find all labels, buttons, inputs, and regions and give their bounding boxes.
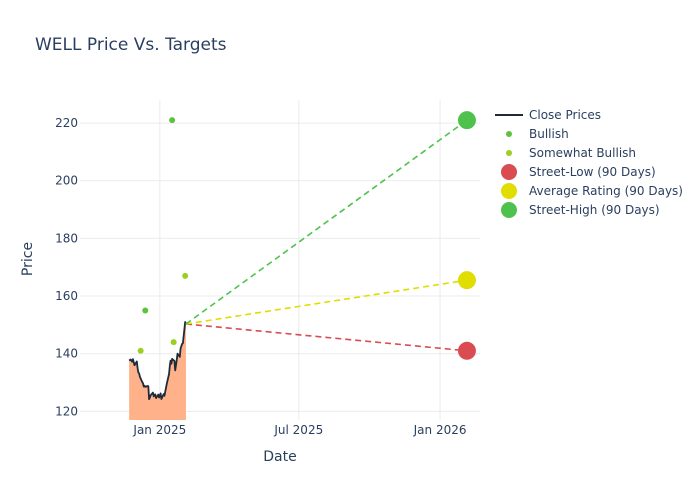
x-axis-ticks: Jan 2025 Jul 2025 Jan 2026 [132,423,466,437]
somewhat-bullish-rating-point[interactable] [137,347,144,354]
y-axis-title: Price [20,242,36,276]
street-low-target-line [185,323,468,352]
legend-dot-swatch [506,150,512,156]
legend-label: Average Rating (90 Days) [529,184,683,198]
legend-label: Somewhat Bullish [529,146,636,160]
x-tick-label: Jan 2026 [413,423,467,437]
close-price-line [128,321,187,401]
legend-item[interactable]: Close Prices [495,108,601,122]
legend-label: Bullish [529,127,569,141]
y-tick-label: 140 [55,347,78,361]
x-tick-label: Jul 2025 [273,423,323,437]
target-lines [185,111,476,360]
legend[interactable]: Close Prices Bullish Somewhat Bullish Stree… [495,108,683,218]
legend-dot-swatch [506,131,512,137]
street-high-target-line [185,119,468,325]
legend-circle-swatch [501,183,517,199]
legend-item[interactable]: Street-Low (90 Days) [501,164,656,180]
legend-item[interactable]: Average Rating (90 Days) [501,183,683,199]
somewhat-bullish-rating-point[interactable] [170,339,177,346]
legend-item[interactable]: Bullish [506,127,569,141]
bullish-rating-point[interactable] [169,117,176,124]
rating-markers [137,117,189,354]
price-line-layer [128,321,187,401]
legend-label: Close Prices [529,108,601,122]
y-tick-label: 220 [55,116,78,130]
chart-title: WELL Price Vs. Targets [35,35,227,55]
average-target-line [185,279,468,325]
street-high-target-point[interactable] [457,111,476,130]
average-target-point[interactable] [457,271,476,290]
street-low-target-point[interactable] [457,341,476,360]
legend-label: Street-Low (90 Days) [529,165,656,179]
y-tick-label: 180 [55,231,78,245]
grid [80,100,480,420]
legend-circle-swatch [501,164,517,180]
legend-item[interactable]: Somewhat Bullish [506,146,636,160]
x-axis-title: Date [263,449,296,465]
legend-item[interactable]: Street-High (90 Days) [501,202,660,218]
y-tick-label: 120 [55,404,78,418]
bullish-rating-point[interactable] [142,307,149,314]
y-axis-ticks: 120 140 160 180 200 220 [55,116,78,418]
y-tick-label: 160 [55,289,78,303]
price-fill [129,321,186,420]
legend-label: Street-High (90 Days) [529,203,660,217]
close-price-area [129,321,186,420]
y-tick-label: 200 [55,174,78,188]
somewhat-bullish-rating-point[interactable] [182,272,189,279]
x-tick-label: Jan 2025 [132,423,186,437]
legend-circle-swatch [501,202,517,218]
